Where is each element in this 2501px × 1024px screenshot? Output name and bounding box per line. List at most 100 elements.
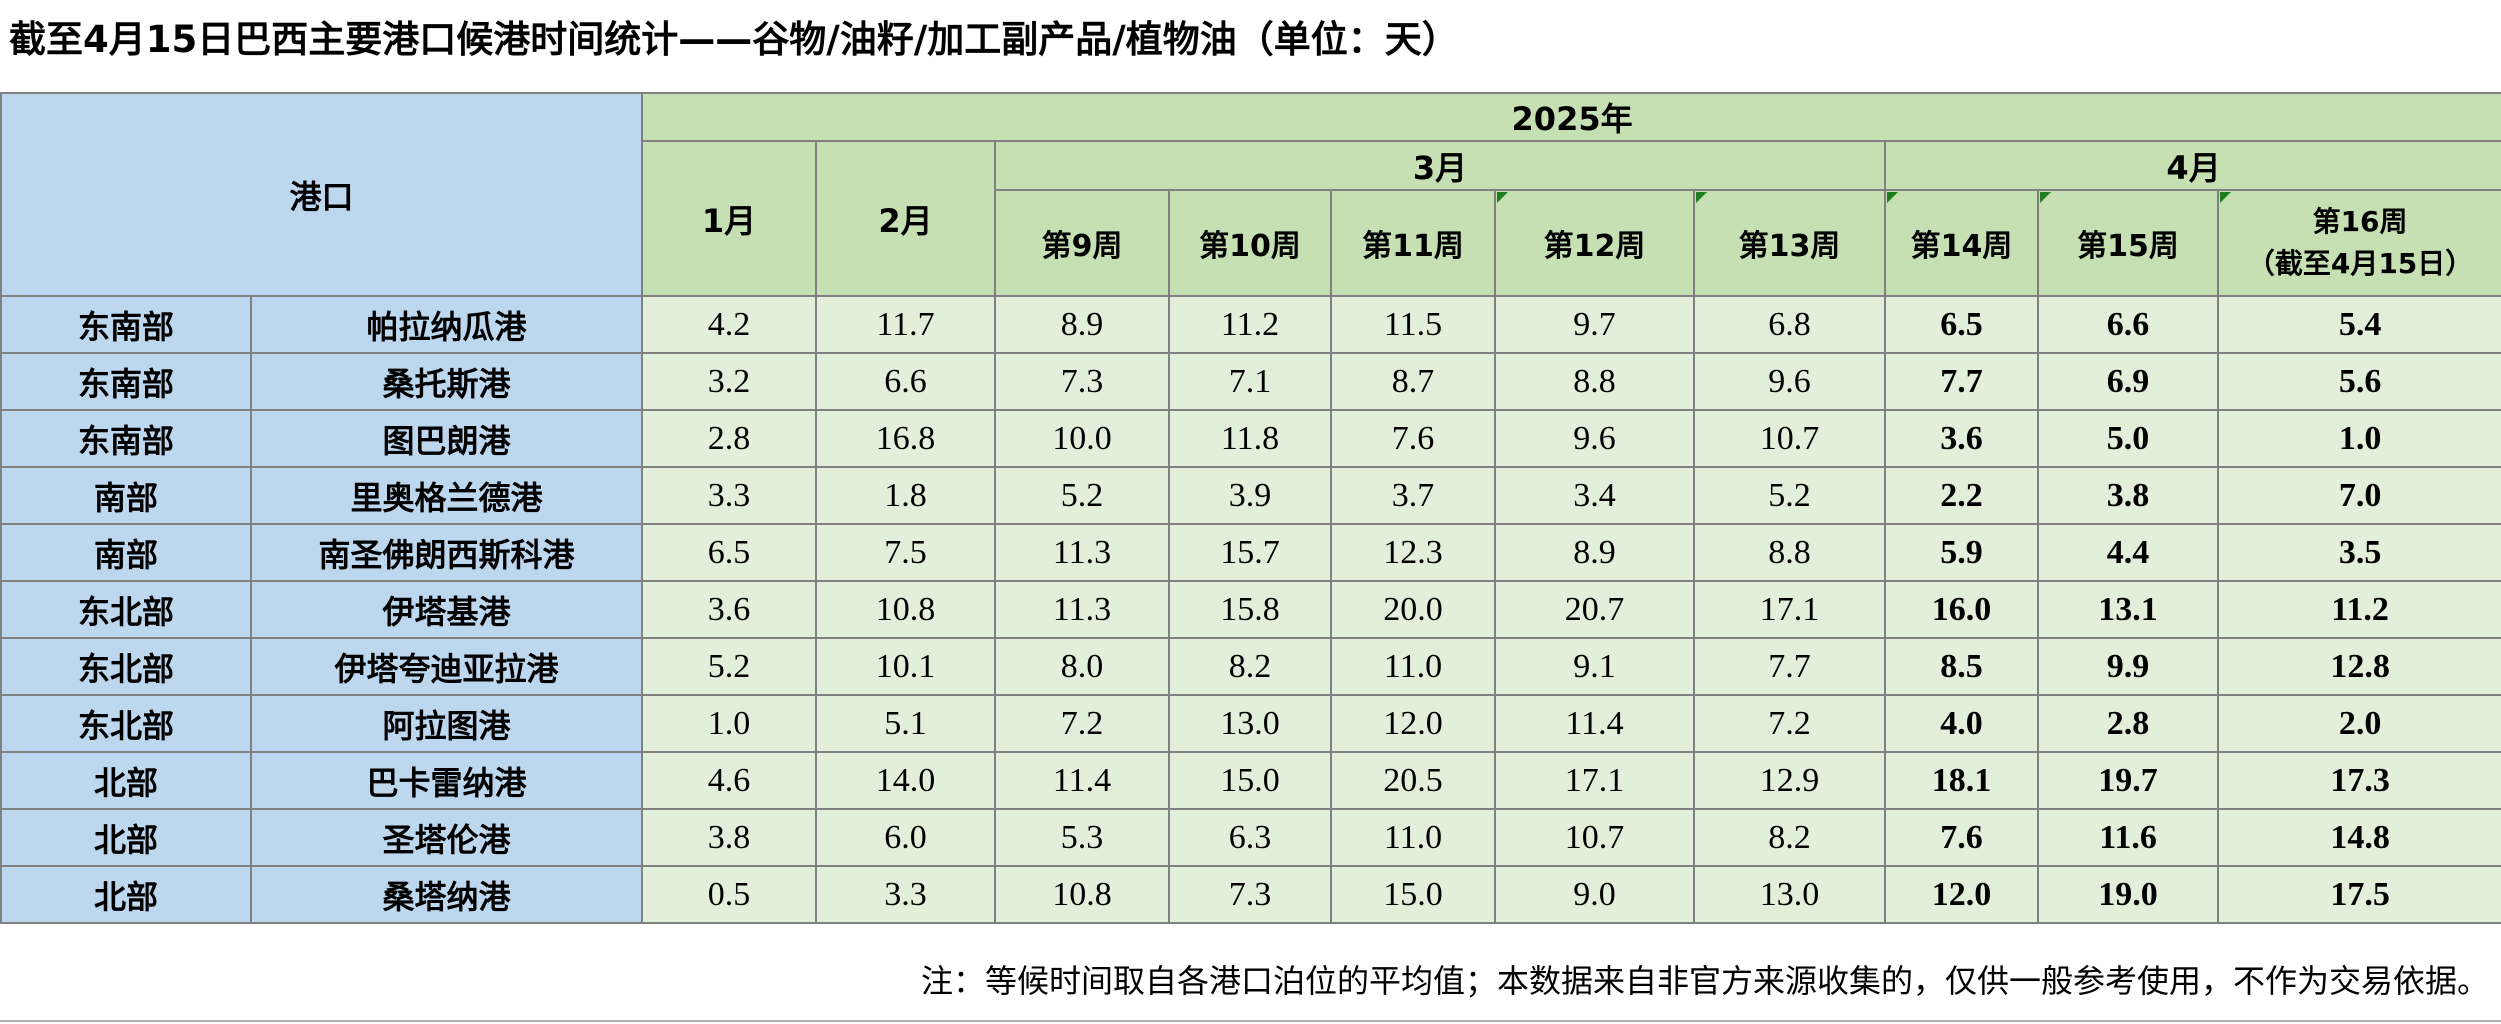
value-cell-week16[interactable]: 3.5 xyxy=(2217,523,2501,582)
value-cell-week9[interactable]: 11.4 xyxy=(994,751,1171,810)
value-cell-week15[interactable]: 9.9 xyxy=(2037,637,2220,696)
value-cell-week15[interactable]: 19.0 xyxy=(2037,865,2220,924)
region-cell[interactable]: 东南部 xyxy=(0,409,252,468)
port-name-cell[interactable]: 桑塔纳港 xyxy=(249,865,644,924)
value-cell-week13[interactable]: 12.9 xyxy=(1693,751,1887,810)
value-cell-feb[interactable]: 11.7 xyxy=(815,295,997,354)
year-header[interactable]: 2025年 xyxy=(641,92,2501,142)
value-cell-week14[interactable]: 7.7 xyxy=(1884,352,2040,411)
value-cell-week16[interactable]: 1.0 xyxy=(2217,409,2501,468)
value-cell-week11[interactable]: 12.3 xyxy=(1330,523,1497,582)
value-cell-week13[interactable]: 7.7 xyxy=(1693,637,1887,696)
value-cell-week13[interactable]: 9.6 xyxy=(1693,352,1887,411)
value-cell-feb[interactable]: 6.6 xyxy=(815,352,997,411)
value-cell-jan[interactable]: 3.2 xyxy=(641,352,818,411)
port-name-cell[interactable]: 巴卡雷纳港 xyxy=(249,751,644,810)
value-cell-feb[interactable]: 6.0 xyxy=(815,808,997,867)
value-cell-week10[interactable]: 8.2 xyxy=(1168,637,1333,696)
value-cell-week12[interactable]: 9.0 xyxy=(1494,865,1696,924)
value-cell-week15[interactable]: 6.6 xyxy=(2037,295,2220,354)
value-cell-week14[interactable]: 3.6 xyxy=(1884,409,2040,468)
value-cell-week11[interactable]: 20.0 xyxy=(1330,580,1497,639)
value-cell-week16[interactable]: 14.8 xyxy=(2217,808,2501,867)
week-header-14[interactable]: 第14周 xyxy=(1884,189,2040,297)
value-cell-jan[interactable]: 0.5 xyxy=(641,865,818,924)
value-cell-week14[interactable]: 4.0 xyxy=(1884,694,2040,753)
value-cell-feb[interactable]: 3.3 xyxy=(815,865,997,924)
week-header-15[interactable]: 第15周 xyxy=(2037,189,2220,297)
value-cell-week10[interactable]: 6.3 xyxy=(1168,808,1333,867)
value-cell-jan[interactable]: 3.3 xyxy=(641,466,818,525)
week-header-11[interactable]: 第11周 xyxy=(1330,189,1497,297)
port-name-cell[interactable]: 图巴朗港 xyxy=(249,409,644,468)
value-cell-jan[interactable]: 5.2 xyxy=(641,637,818,696)
month-header-mar[interactable]: 3月 xyxy=(994,140,1887,191)
week-header-13[interactable]: 第13周 xyxy=(1693,189,1887,297)
value-cell-week14[interactable]: 6.5 xyxy=(1884,295,2040,354)
value-cell-week16[interactable]: 12.8 xyxy=(2217,637,2501,696)
value-cell-jan[interactable]: 6.5 xyxy=(641,523,818,582)
value-cell-week14[interactable]: 2.2 xyxy=(1884,466,2040,525)
value-cell-week16[interactable]: 5.6 xyxy=(2217,352,2501,411)
value-cell-week9[interactable]: 7.3 xyxy=(994,352,1171,411)
value-cell-jan[interactable]: 2.8 xyxy=(641,409,818,468)
value-cell-week9[interactable]: 5.3 xyxy=(994,808,1171,867)
month-header-apr[interactable]: 4月 xyxy=(1884,140,2501,191)
value-cell-jan[interactable]: 3.6 xyxy=(641,580,818,639)
value-cell-week12[interactable]: 9.7 xyxy=(1494,295,1696,354)
value-cell-week9[interactable]: 7.2 xyxy=(994,694,1171,753)
value-cell-week15[interactable]: 4.4 xyxy=(2037,523,2220,582)
value-cell-week11[interactable]: 15.0 xyxy=(1330,865,1497,924)
value-cell-week12[interactable]: 8.9 xyxy=(1494,523,1696,582)
value-cell-week10[interactable]: 15.0 xyxy=(1168,751,1333,810)
region-cell[interactable]: 南部 xyxy=(0,523,252,582)
value-cell-week11[interactable]: 3.7 xyxy=(1330,466,1497,525)
port-name-cell[interactable]: 伊塔基港 xyxy=(249,580,644,639)
month-header-feb[interactable]: 2月 xyxy=(815,140,997,297)
value-cell-week13[interactable]: 10.7 xyxy=(1693,409,1887,468)
value-cell-feb[interactable]: 10.1 xyxy=(815,637,997,696)
value-cell-week13[interactable]: 6.8 xyxy=(1693,295,1887,354)
value-cell-week9[interactable]: 10.8 xyxy=(994,865,1171,924)
region-cell[interactable]: 北部 xyxy=(0,751,252,810)
value-cell-week16[interactable]: 11.2 xyxy=(2217,580,2501,639)
value-cell-week13[interactable]: 13.0 xyxy=(1693,865,1887,924)
value-cell-week16[interactable]: 2.0 xyxy=(2217,694,2501,753)
value-cell-week13[interactable]: 8.8 xyxy=(1693,523,1887,582)
week-header-12[interactable]: 第12周 xyxy=(1494,189,1696,297)
value-cell-feb[interactable]: 16.8 xyxy=(815,409,997,468)
value-cell-week15[interactable]: 2.8 xyxy=(2037,694,2220,753)
value-cell-week10[interactable]: 15.8 xyxy=(1168,580,1333,639)
value-cell-week13[interactable]: 7.2 xyxy=(1693,694,1887,753)
value-cell-feb[interactable]: 7.5 xyxy=(815,523,997,582)
value-cell-feb[interactable]: 1.8 xyxy=(815,466,997,525)
value-cell-week12[interactable]: 9.1 xyxy=(1494,637,1696,696)
value-cell-week11[interactable]: 11.5 xyxy=(1330,295,1497,354)
value-cell-week16[interactable]: 17.5 xyxy=(2217,865,2501,924)
value-cell-week11[interactable]: 20.5 xyxy=(1330,751,1497,810)
value-cell-week14[interactable]: 8.5 xyxy=(1884,637,2040,696)
value-cell-week10[interactable]: 7.3 xyxy=(1168,865,1333,924)
week-header-16[interactable]: 第16周 （截至4月15日） xyxy=(2217,189,2501,297)
value-cell-week16[interactable]: 17.3 xyxy=(2217,751,2501,810)
value-cell-week10[interactable]: 11.8 xyxy=(1168,409,1333,468)
value-cell-week9[interactable]: 5.2 xyxy=(994,466,1171,525)
value-cell-week15[interactable]: 13.1 xyxy=(2037,580,2220,639)
value-cell-week12[interactable]: 8.8 xyxy=(1494,352,1696,411)
port-name-cell[interactable]: 圣塔伦港 xyxy=(249,808,644,867)
region-cell[interactable]: 东北部 xyxy=(0,637,252,696)
value-cell-week9[interactable]: 11.3 xyxy=(994,523,1171,582)
value-cell-week15[interactable]: 3.8 xyxy=(2037,466,2220,525)
value-cell-week15[interactable]: 11.6 xyxy=(2037,808,2220,867)
value-cell-week10[interactable]: 3.9 xyxy=(1168,466,1333,525)
port-name-cell[interactable]: 伊塔夸迪亚拉港 xyxy=(249,637,644,696)
value-cell-week14[interactable]: 7.6 xyxy=(1884,808,2040,867)
value-cell-week14[interactable]: 18.1 xyxy=(1884,751,2040,810)
region-cell[interactable]: 东北部 xyxy=(0,694,252,753)
value-cell-jan[interactable]: 4.6 xyxy=(641,751,818,810)
value-cell-week14[interactable]: 16.0 xyxy=(1884,580,2040,639)
week-header-9[interactable]: 第9周 xyxy=(994,189,1171,297)
value-cell-week15[interactable]: 6.9 xyxy=(2037,352,2220,411)
region-cell[interactable]: 东南部 xyxy=(0,295,252,354)
value-cell-week13[interactable]: 8.2 xyxy=(1693,808,1887,867)
